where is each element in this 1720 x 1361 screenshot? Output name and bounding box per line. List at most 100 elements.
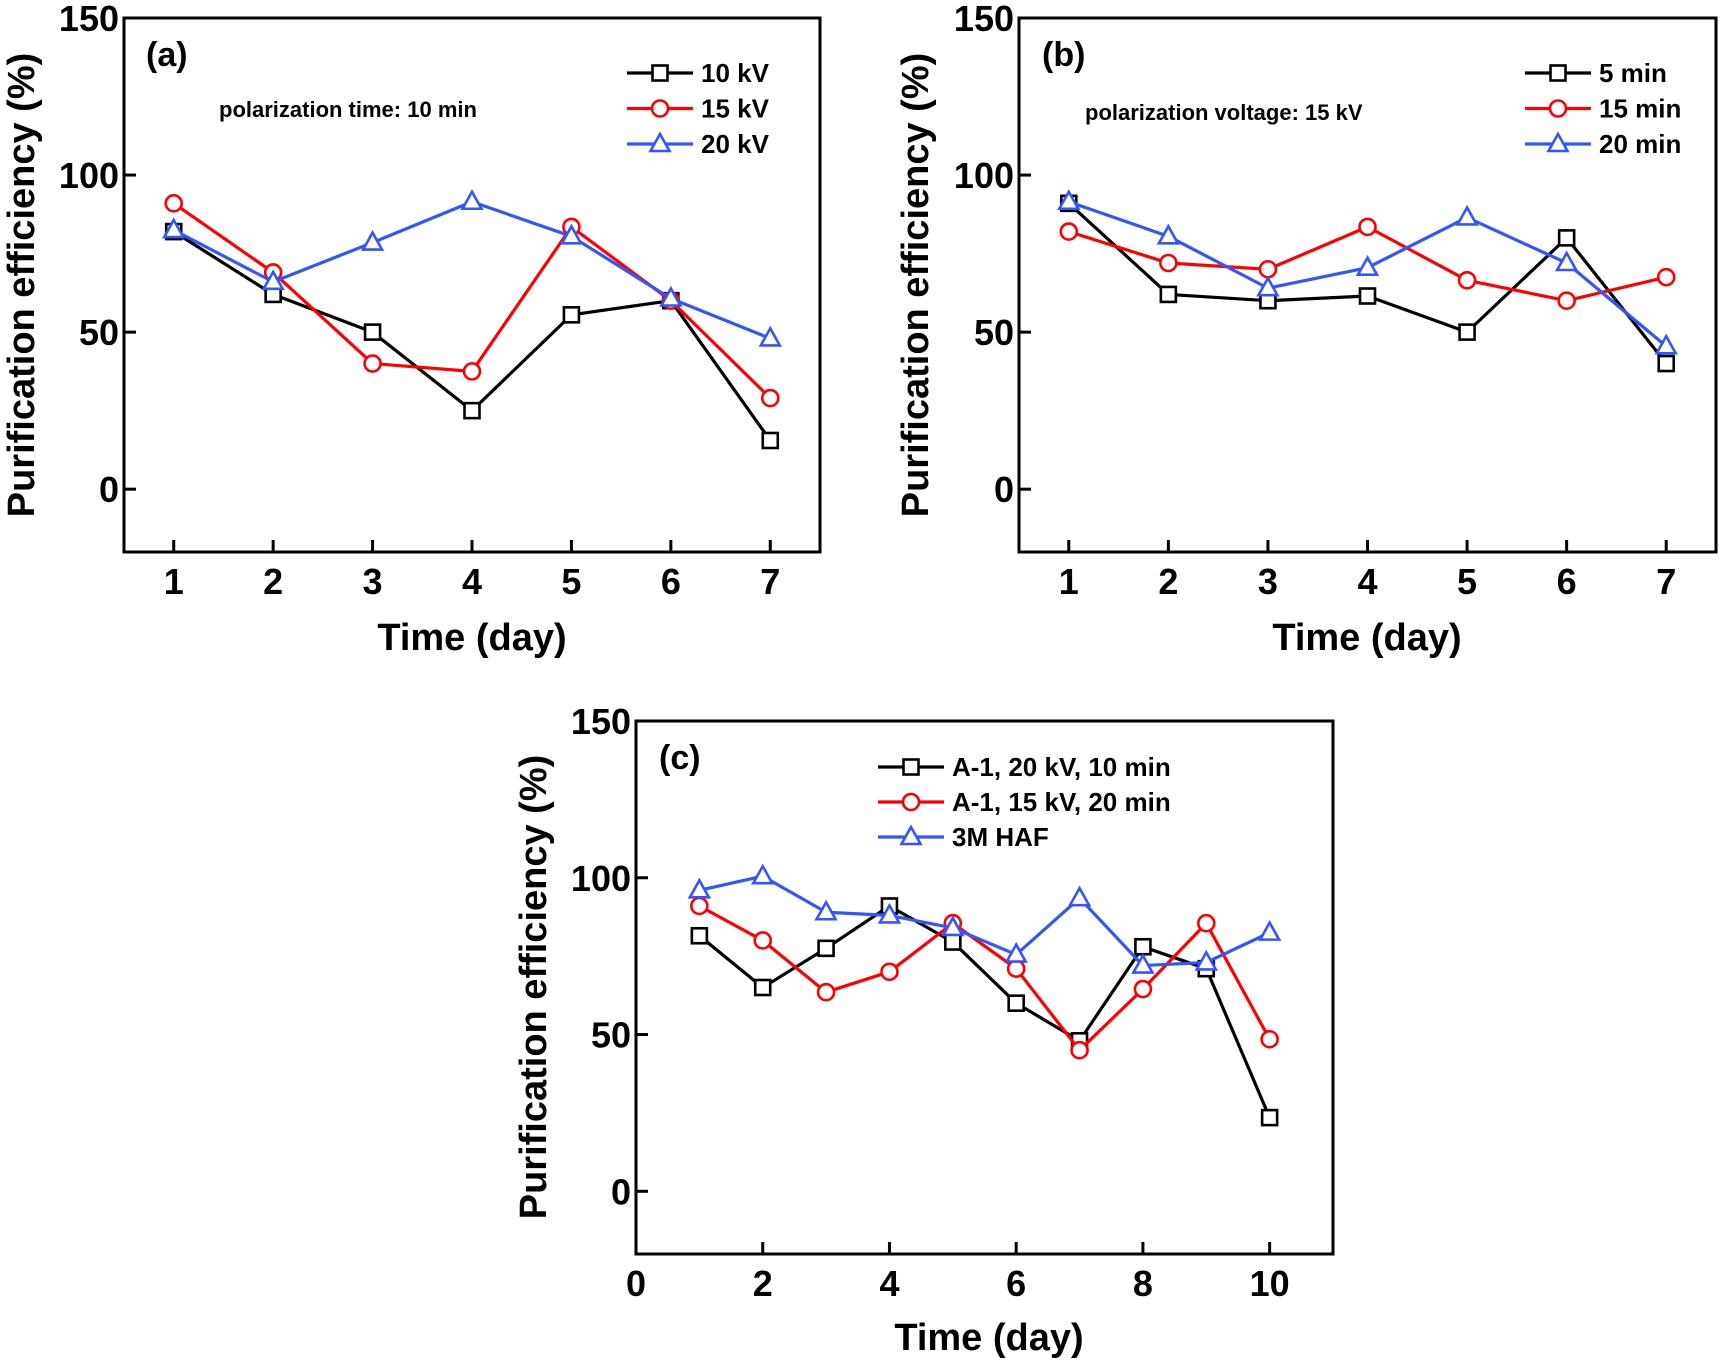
data-point [1358, 217, 1377, 237]
legend-item: 15 min [1525, 94, 1681, 124]
y-tick-label: 150 [59, 0, 119, 39]
legend-item: 5 min [1525, 58, 1667, 88]
data-point [690, 926, 709, 945]
data-point [1156, 223, 1181, 245]
x-tick-label: 1 [164, 561, 184, 602]
x-tick-label: 1 [1059, 561, 1079, 602]
data-point [1133, 979, 1153, 999]
legend-item: 20 kV [627, 129, 770, 159]
legend-marker [1549, 64, 1567, 82]
legend-label: 20 min [1599, 129, 1681, 159]
series-3m-haf [687, 863, 1282, 974]
legend-label: 15 min [1599, 94, 1681, 124]
panel-b-chart: (b) polarization voltage: 15 kV Time (da… [895, 0, 1718, 659]
data-point [753, 931, 773, 950]
legend-item: 3M HAF [878, 822, 1049, 852]
data-point [1131, 952, 1155, 974]
series-line [698, 904, 1272, 1119]
series-line [699, 874, 1271, 968]
legend-label: A-1, 15 kV, 20 min [952, 787, 1171, 817]
y-tick-label: 0 [611, 1171, 631, 1212]
x-axis-title: Time (day) [894, 1317, 1083, 1359]
data-point [877, 902, 902, 924]
data-point [1057, 189, 1081, 211]
data-point [1070, 1040, 1089, 1060]
data-point [1159, 285, 1178, 304]
data-point [1455, 204, 1479, 226]
data-point [1194, 949, 1218, 971]
x-tick-label: 7 [1656, 561, 1676, 602]
y-tick-label: 50 [79, 312, 119, 353]
legend-item: 20 min [1525, 129, 1681, 159]
series-20-min [1057, 189, 1678, 355]
data-point [1457, 270, 1477, 290]
legend-label: A-1, 20 kV, 10 min [952, 752, 1171, 782]
data-point [1656, 267, 1676, 287]
legend-marker [1546, 131, 1570, 153]
data-point [363, 354, 382, 373]
x-axis-title: Time (day) [1272, 617, 1461, 659]
data-point [761, 431, 780, 450]
data-point [690, 896, 709, 916]
data-point [1004, 941, 1028, 963]
legend-label: 20 kV [701, 129, 770, 159]
y-tick-label: 0 [994, 469, 1014, 510]
legend-label: 3M HAF [952, 822, 1049, 852]
legend-item: A-1, 20 kV, 10 min [878, 752, 1171, 782]
series-line [172, 200, 771, 340]
data-point [261, 269, 285, 291]
y-axis-title: Purification efficiency (%) [895, 53, 937, 518]
data-point [1258, 259, 1278, 279]
data-point [1196, 913, 1216, 933]
y-axis-title: Purification efficiency (%) [1, 53, 43, 518]
data-point [1260, 1029, 1279, 1049]
x-tick-label: 2 [263, 561, 283, 602]
annotation: polarization time: 10 min [219, 97, 477, 122]
legend-item: 15 kV [627, 94, 770, 124]
x-tick-label: 2 [1158, 561, 1178, 602]
data-point [687, 877, 712, 899]
series-15-min [1059, 217, 1676, 311]
data-point [164, 194, 184, 213]
x-tick-label: 3 [363, 561, 383, 602]
data-point [1355, 255, 1380, 277]
series-10-kv [164, 222, 780, 450]
data-point [814, 899, 838, 921]
legend-label: 5 min [1599, 58, 1667, 88]
y-tick-label: 100 [954, 155, 1014, 196]
x-tick-label: 7 [760, 561, 780, 602]
panel-label: (a) [146, 36, 188, 74]
legend-label: 10 kV [701, 58, 770, 88]
x-tick-label: 3 [1258, 561, 1278, 602]
data-point [1067, 885, 1092, 907]
data-point [659, 285, 683, 307]
data-point [161, 217, 186, 239]
x-tick-label: 5 [1457, 561, 1477, 602]
data-point [1358, 287, 1377, 305]
data-point [360, 229, 385, 251]
data-point [758, 325, 783, 347]
x-tick-label: 2 [753, 1263, 773, 1304]
series-15-kv [164, 194, 780, 408]
x-tick-label: 6 [1557, 561, 1577, 602]
x-tick-label: 6 [661, 561, 681, 602]
x-axis-title: Time (day) [377, 617, 566, 659]
y-tick-label: 100 [571, 858, 631, 899]
data-point [753, 978, 772, 997]
annotation: polarization voltage: 15 kV [1085, 100, 1363, 125]
x-tick-label: 4 [462, 561, 482, 602]
panel-c-chart: (c) Time (day) Purification efficiency (… [513, 701, 1335, 1359]
y-axis-title: Purification efficiency (%) [513, 755, 555, 1220]
x-tick-label: 0 [626, 1263, 646, 1304]
data-point [1554, 250, 1579, 272]
data-point [1159, 253, 1178, 273]
data-point [562, 306, 581, 324]
series-20-kv [161, 189, 783, 347]
y-tick-label: 150 [954, 0, 1014, 39]
series-5-min [1059, 194, 1676, 373]
data-point [1557, 291, 1576, 311]
data-point [1654, 333, 1678, 355]
y-tick-label: 0 [99, 469, 119, 510]
data-point [1007, 994, 1025, 1012]
